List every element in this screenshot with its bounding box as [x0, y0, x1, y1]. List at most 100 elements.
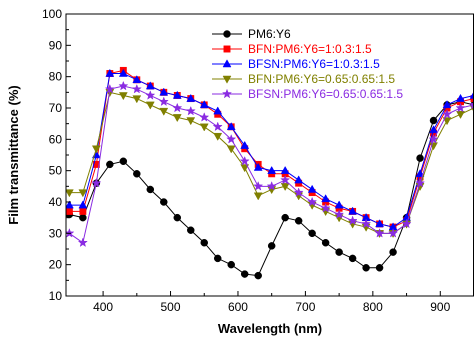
y-tick-label: 30	[49, 226, 63, 240]
data-point	[307, 196, 318, 207]
data-point	[133, 170, 141, 178]
data-point	[240, 140, 250, 149]
x-axis-title: Wavelength (nm)	[218, 321, 322, 336]
plot-marks	[66, 66, 474, 280]
data-point	[105, 68, 115, 77]
data-point	[414, 177, 426, 188]
data-point	[226, 145, 236, 154]
legend-marker	[222, 59, 232, 68]
data-point	[118, 68, 128, 77]
legend-label: BFN:PM6:Y6=1:0.3:1.5	[248, 42, 372, 56]
data-point	[281, 213, 289, 222]
data-point	[456, 111, 465, 119]
data-point	[240, 270, 249, 278]
data-point	[240, 164, 250, 173]
data-point	[132, 75, 142, 84]
data-point	[253, 181, 264, 191]
data-point	[118, 92, 128, 101]
data-point	[361, 218, 372, 229]
data-point	[456, 93, 465, 102]
data-point	[66, 189, 74, 198]
series-4	[66, 80, 474, 248]
y-tick-label: 20	[49, 258, 63, 272]
data-point	[429, 125, 438, 134]
data-point	[334, 200, 344, 209]
data-point	[79, 207, 87, 215]
x-tick-label: 800	[363, 300, 383, 314]
data-point	[187, 226, 195, 234]
data-point	[348, 206, 358, 215]
data-point	[145, 90, 156, 100]
data-point	[78, 200, 88, 209]
y-tick-label: 10	[49, 289, 63, 303]
legend-item: BFSN:PM6:Y6=1:0.3:1.5	[212, 57, 380, 71]
x-tick-label: 700	[295, 300, 315, 314]
y-tick-label: 40	[49, 195, 63, 209]
legend-marker	[221, 88, 233, 99]
data-point	[294, 175, 304, 184]
data-point	[186, 93, 196, 102]
y-tick-label: 80	[49, 70, 63, 84]
series-line	[69, 85, 474, 244]
data-point	[212, 121, 223, 132]
data-point	[213, 254, 222, 263]
data-point	[118, 80, 129, 91]
data-point	[267, 242, 276, 250]
data-point	[375, 264, 384, 272]
data-point	[280, 174, 291, 185]
data-point	[455, 102, 466, 113]
data-point	[106, 160, 114, 169]
legend-label: PM6:Y6	[248, 27, 291, 41]
data-point	[199, 123, 209, 132]
y-tick-label: 90	[49, 38, 63, 52]
data-point	[468, 99, 474, 110]
data-point	[442, 100, 452, 109]
legend: PM6:Y6BFN:PM6:Y6=1:0.3:1.5BFSN:PM6:Y6=1:…	[212, 27, 403, 101]
data-point	[78, 189, 88, 198]
data-point	[294, 217, 303, 225]
data-point	[104, 83, 115, 94]
legend-item: BFN:PM6:Y6=0.65:0.65:1.5	[212, 72, 395, 86]
data-point	[362, 264, 370, 272]
data-point	[213, 106, 223, 115]
data-point	[226, 122, 236, 131]
data-point	[253, 162, 263, 171]
data-point	[77, 237, 88, 248]
data-point	[347, 215, 358, 226]
data-point	[131, 83, 142, 94]
legend-marker	[223, 45, 231, 53]
legend-item: BFSN:PM6:Y6=0.65:0.65:1.5	[212, 87, 403, 101]
data-point	[159, 107, 169, 116]
data-point	[79, 213, 87, 222]
data-point	[66, 207, 73, 215]
data-point	[66, 200, 74, 209]
data-point	[227, 260, 235, 269]
data-point	[441, 108, 453, 119]
data-point	[213, 132, 223, 141]
legend-label: BFN:PM6:Y6=0.65:0.65:1.5	[248, 72, 395, 86]
legend-item: PM6:Y6	[212, 27, 291, 41]
data-point	[280, 165, 290, 174]
data-point	[348, 254, 357, 263]
data-point	[428, 133, 439, 144]
x-tick-label: 500	[161, 300, 181, 314]
legend-label: BFSN:PM6:Y6=1:0.3:1.5	[248, 57, 380, 71]
data-point	[308, 229, 316, 238]
data-point	[186, 117, 196, 126]
y-tick-label: 70	[49, 101, 63, 115]
data-point	[334, 209, 345, 219]
data-point	[159, 87, 169, 96]
x-tick-label: 400	[93, 300, 113, 314]
data-point	[388, 227, 399, 238]
data-point	[321, 194, 331, 203]
data-point	[266, 180, 277, 191]
data-point	[172, 102, 183, 113]
y-tick-label: 60	[49, 132, 63, 146]
data-point	[239, 155, 250, 166]
legend-marker	[223, 30, 231, 38]
x-tick-label: 900	[430, 300, 450, 314]
data-point	[199, 100, 209, 109]
data-point	[185, 105, 196, 116]
data-point	[267, 165, 277, 174]
